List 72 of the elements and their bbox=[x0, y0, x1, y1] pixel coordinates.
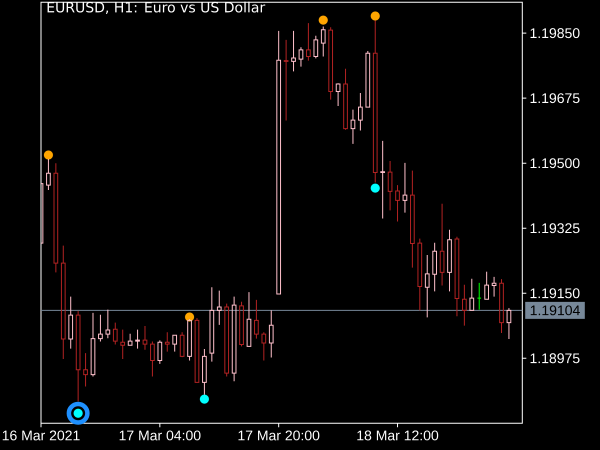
candlestick bbox=[492, 276, 496, 298]
point bbox=[184, 312, 194, 322]
point bbox=[370, 11, 380, 21]
candlestick bbox=[172, 334, 178, 352]
candlestick bbox=[150, 341, 155, 377]
point bbox=[370, 184, 380, 193]
candlestick bbox=[268, 310, 274, 358]
candlestick bbox=[68, 296, 74, 350]
y-tick-label: 1.19150 bbox=[530, 288, 580, 298]
candlestick bbox=[216, 290, 222, 326]
candlestick bbox=[46, 158, 51, 190]
y-tick-label: 1.19850 bbox=[530, 28, 580, 38]
candlestick bbox=[402, 162, 408, 214]
candlestick bbox=[90, 312, 96, 377]
candlestick bbox=[358, 92, 363, 131]
candlestick bbox=[135, 329, 140, 350]
candlestick bbox=[440, 203, 444, 286]
candlestick bbox=[469, 278, 474, 311]
candlestick bbox=[336, 84, 340, 106]
candlestick bbox=[328, 26, 334, 100]
candlestick bbox=[350, 109, 356, 144]
candlestick bbox=[454, 236, 460, 317]
candlestick bbox=[462, 284, 467, 326]
candlestick bbox=[417, 238, 422, 311]
x-tick-label: 18 Mar 12:00 bbox=[357, 430, 438, 440]
candlestick bbox=[447, 229, 452, 292]
candlestick bbox=[313, 35, 318, 59]
candlestick bbox=[76, 310, 80, 402]
candlestick bbox=[164, 332, 170, 352]
y-tick-label: 1.19500 bbox=[530, 158, 580, 168]
y-tick-label: 1.19675 bbox=[530, 93, 580, 104]
candlestick bbox=[246, 292, 252, 347]
candlestick bbox=[306, 22, 311, 62]
candlestick bbox=[343, 68, 348, 130]
ref-line-label: 1.19104 bbox=[530, 305, 580, 316]
candlestick bbox=[380, 140, 386, 220]
x-tick-label: 17 Mar 04:00 bbox=[120, 430, 201, 440]
candlestick bbox=[120, 329, 126, 360]
candlestick bbox=[112, 322, 118, 346]
candlestick bbox=[395, 184, 400, 222]
candlestick bbox=[54, 162, 58, 273]
candlestick bbox=[320, 26, 326, 58]
candlestick bbox=[506, 308, 512, 340]
x-tick-label: 17 Mar 20:00 bbox=[238, 430, 320, 440]
candlestick bbox=[484, 271, 490, 300]
candlestick bbox=[499, 278, 504, 334]
candlestick bbox=[298, 46, 304, 68]
candlestick bbox=[284, 39, 288, 121]
candlestick bbox=[261, 332, 266, 362]
x-tick-label: 16 Mar 2021 bbox=[2, 430, 80, 440]
candlestick bbox=[105, 309, 110, 339]
point bbox=[44, 150, 53, 160]
candlestick bbox=[254, 299, 259, 340]
candlestick bbox=[142, 325, 148, 350]
y-tick-label: 1.19325 bbox=[530, 223, 580, 234]
candlestick bbox=[60, 245, 66, 360]
candlestick bbox=[291, 30, 296, 72]
candlestick bbox=[372, 20, 378, 184]
point bbox=[318, 16, 328, 25]
candlestick bbox=[98, 314, 103, 342]
candlestick bbox=[83, 352, 88, 388]
y-tick-label: 1.18975 bbox=[530, 353, 580, 364]
candlestick bbox=[432, 242, 438, 292]
candlestick bbox=[232, 296, 236, 382]
candlestick bbox=[276, 30, 282, 294]
candlestick bbox=[202, 348, 207, 396]
candlestick bbox=[128, 333, 132, 346]
candlestick bbox=[424, 254, 430, 318]
candlestick bbox=[388, 160, 392, 211]
candlestick bbox=[209, 286, 214, 362]
candlestick bbox=[410, 170, 415, 268]
point bbox=[200, 394, 209, 404]
